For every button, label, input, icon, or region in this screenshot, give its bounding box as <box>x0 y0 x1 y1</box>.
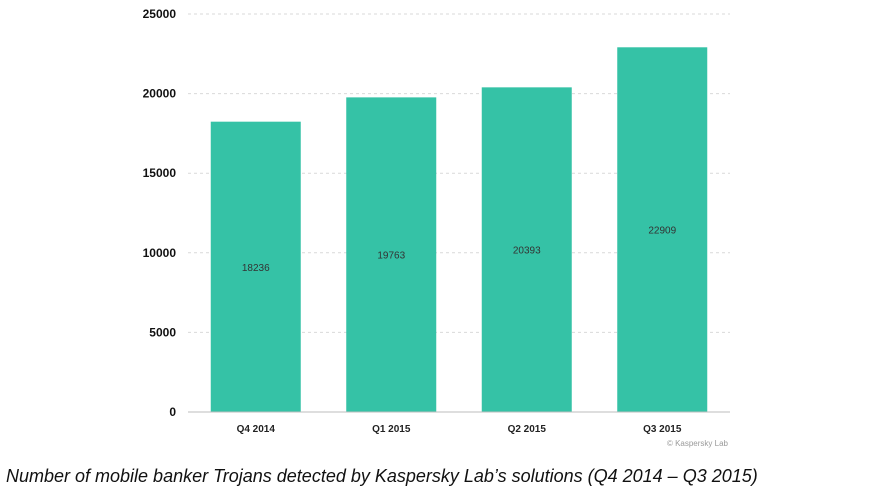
x-axis-category-labels: Q4 2014 Q1 2015 Q2 2015 Q3 2015 <box>237 424 682 435</box>
x-category-label: Q3 2015 <box>643 424 682 435</box>
bar <box>481 87 572 412</box>
x-category-label: Q2 2015 <box>508 424 547 435</box>
y-tick-label: 20000 <box>143 87 177 101</box>
y-axis-tick-labels: 0 5000 10000 15000 20000 25000 <box>143 7 177 419</box>
bar <box>617 47 708 412</box>
bar-value-label: 22909 <box>648 226 676 237</box>
bar <box>210 121 301 413</box>
chart-caption: Number of mobile banker Trojans detected… <box>6 466 758 486</box>
y-tick-label: 0 <box>169 405 176 419</box>
bar-data-labels: 18236 19763 20393 22909 <box>242 226 677 274</box>
watermark-text: © Kaspersky Lab <box>667 439 729 448</box>
y-tick-label: 5000 <box>149 325 176 339</box>
x-category-label: Q4 2014 <box>237 424 276 435</box>
bar-value-label: 18236 <box>242 263 270 274</box>
bar-chart: 0 5000 10000 15000 20000 25000 18236 19763 2039… <box>143 7 730 448</box>
bar-value-label: 20393 <box>513 246 541 257</box>
bars <box>210 47 708 413</box>
x-category-label: Q1 2015 <box>372 424 411 435</box>
y-tick-label: 25000 <box>143 7 177 21</box>
y-tick-label: 10000 <box>143 246 177 260</box>
bar <box>346 97 437 412</box>
bar-value-label: 19763 <box>377 251 405 262</box>
y-tick-label: 15000 <box>143 166 177 180</box>
